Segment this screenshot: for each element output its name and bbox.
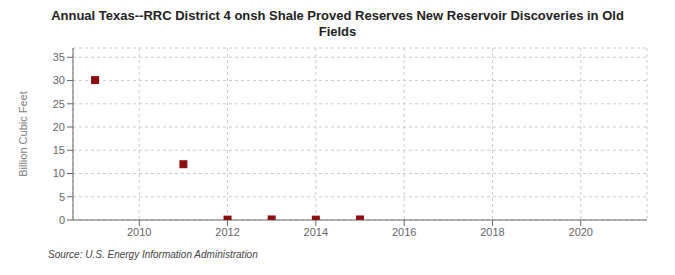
svg-text:2010: 2010	[127, 226, 151, 238]
svg-text:25: 25	[53, 98, 65, 110]
svg-text:30: 30	[53, 74, 65, 86]
html-text:Source: U.S. Energy Informatio: Source: U.S. Energy Information Administ…	[48, 249, 258, 260]
svg-text:20: 20	[53, 121, 65, 133]
svg-text:5: 5	[59, 191, 65, 203]
svg-text:2020: 2020	[569, 226, 593, 238]
svg-text:0: 0	[59, 214, 65, 226]
svg-text:15: 15	[53, 144, 65, 156]
svg-text:2012: 2012	[215, 226, 239, 238]
svg-text:2018: 2018	[480, 226, 504, 238]
svg-text:35: 35	[53, 51, 65, 63]
html-text:Fields: Fields	[318, 24, 357, 39]
svg-text:2016: 2016	[392, 226, 416, 238]
svg-text:Billion Cubic Feet: Billion Cubic Feet	[17, 91, 29, 177]
svg-text:10: 10	[53, 167, 65, 179]
svg-text:2014: 2014	[304, 226, 328, 238]
html-text:Annual Texas--RRC District 4 o: Annual Texas--RRC District 4 onsh Shale …	[51, 8, 624, 23]
